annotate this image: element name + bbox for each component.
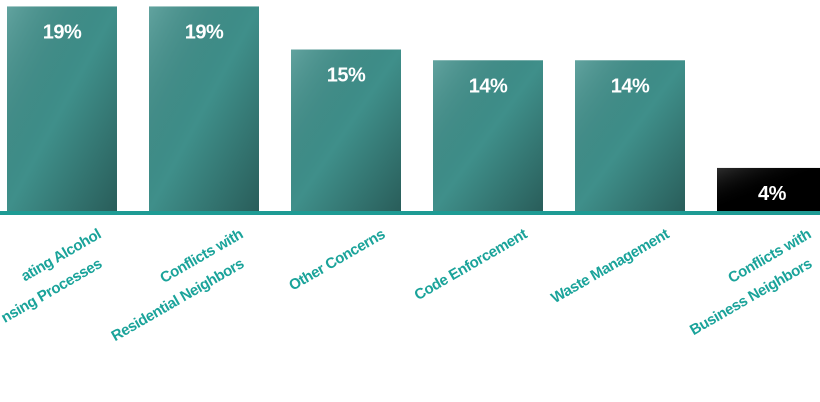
category-label: Code Enforcement <box>412 226 531 304</box>
category-label: Waste Management <box>548 226 672 307</box>
category-label: Other Concerns <box>286 226 388 295</box>
value-label: 4% <box>758 183 787 205</box>
bar-shade <box>717 167 820 211</box>
x-tick-label: Waste Management <box>548 226 672 307</box>
bar-shade <box>149 6 259 212</box>
value-label: 15% <box>327 65 366 87</box>
value-label: 14% <box>469 75 508 97</box>
bar-shade <box>433 60 543 212</box>
x-tick-label: Other Concerns <box>286 226 388 295</box>
value-label: 14% <box>611 75 650 97</box>
baseline <box>0 211 820 215</box>
x-tick-label: Code Enforcement <box>412 226 531 304</box>
bar-shade <box>7 6 117 212</box>
bar-shade <box>575 60 685 212</box>
value-label: 19% <box>185 21 224 43</box>
bar-shade <box>291 49 401 211</box>
value-label: 19% <box>43 21 82 43</box>
